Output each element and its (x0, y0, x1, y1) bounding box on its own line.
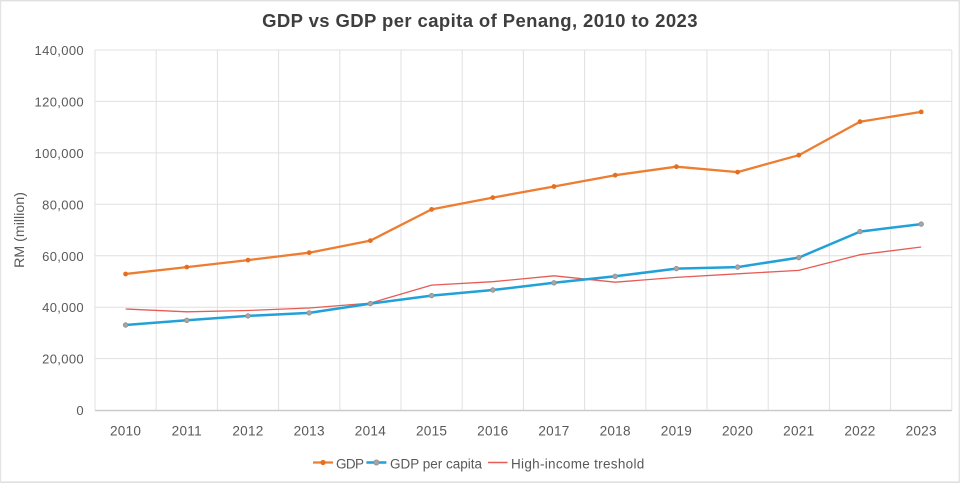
svg-text:80,000: 80,000 (42, 197, 84, 212)
svg-text:GDP: GDP (336, 457, 364, 472)
svg-text:120,000: 120,000 (35, 94, 84, 109)
svg-text:40,000: 40,000 (42, 300, 84, 315)
svg-text:RM (million): RM (million) (12, 192, 28, 268)
svg-text:2011: 2011 (172, 424, 202, 439)
svg-text:60,000: 60,000 (42, 249, 84, 264)
svg-text:2015: 2015 (416, 424, 447, 439)
svg-text:2020: 2020 (722, 424, 753, 439)
svg-text:0: 0 (76, 403, 84, 418)
svg-text:2016: 2016 (477, 424, 508, 439)
svg-text:2022: 2022 (844, 424, 875, 439)
svg-text:GDP vs GDP per capita of Penan: GDP vs GDP per capita of Penang, 2010 to… (262, 10, 698, 31)
svg-text:140,000: 140,000 (35, 43, 84, 58)
svg-text:2017: 2017 (538, 424, 569, 439)
svg-text:2013: 2013 (294, 424, 325, 439)
svg-text:GDP per capita: GDP per capita (390, 457, 483, 472)
svg-text:20,000: 20,000 (42, 352, 84, 367)
svg-text:2012: 2012 (232, 424, 263, 439)
svg-text:100,000: 100,000 (35, 146, 84, 161)
svg-text:High-income treshold: High-income treshold (511, 457, 645, 472)
svg-text:2021: 2021 (783, 424, 814, 439)
svg-text:2019: 2019 (661, 424, 692, 439)
svg-text:2014: 2014 (355, 424, 386, 439)
svg-text:2023: 2023 (906, 424, 937, 439)
svg-text:2010: 2010 (110, 424, 141, 439)
svg-text:2018: 2018 (600, 424, 631, 439)
